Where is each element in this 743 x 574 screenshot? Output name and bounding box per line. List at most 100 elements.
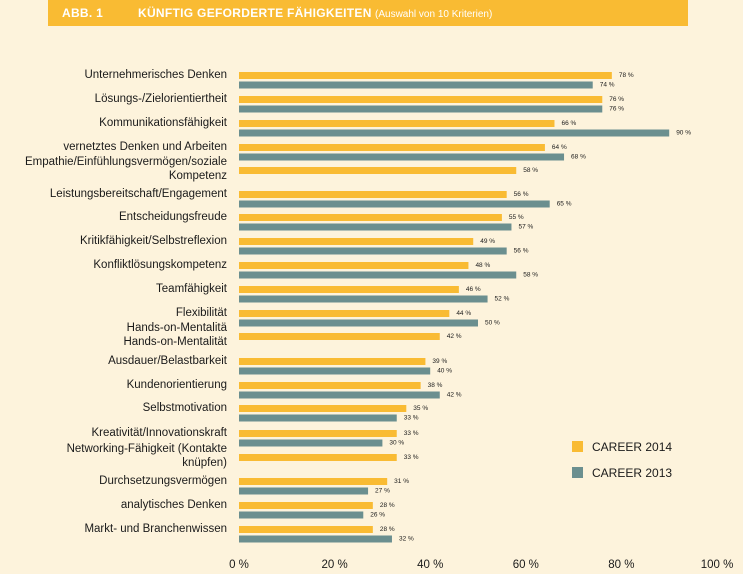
value-label: 42 %	[447, 333, 462, 340]
bar-career-2013	[239, 535, 392, 543]
legend-label: CAREER 2014	[592, 440, 672, 454]
bar-career-2014	[239, 167, 517, 174]
value-label: 78 %	[619, 72, 634, 79]
category-label: Kreativität/Innovationskraft	[91, 427, 227, 439]
value-label: 38 %	[428, 382, 443, 389]
bar-career-2014	[239, 214, 502, 221]
value-label: 48 %	[475, 262, 490, 269]
bar-career-2014	[239, 502, 373, 509]
category-label: Leistungsbereitschaft/Engagement	[50, 188, 228, 200]
value-label: 58 %	[523, 272, 538, 279]
category-label: Teamfähigkeit	[156, 283, 228, 295]
category-label: Unternehmerisches Denken	[84, 69, 227, 81]
bar-career-2014	[239, 526, 373, 533]
bar-career-2013	[239, 200, 550, 208]
bar-career-2014	[239, 358, 426, 365]
bar-career-2014	[239, 72, 612, 79]
value-label: 68 %	[571, 154, 586, 161]
category-label-line: knüpfen)	[182, 457, 227, 469]
value-label: 33 %	[404, 415, 419, 422]
bar-career-2013	[239, 439, 383, 447]
value-label: 57 %	[518, 224, 533, 231]
bar-career-2013	[239, 367, 431, 375]
value-label: 52 %	[495, 296, 510, 303]
bar-career-2014	[239, 454, 397, 461]
category-label-line: Hands-on-Mentalitä	[127, 322, 228, 334]
bar-career-2014	[239, 96, 603, 103]
category-label: analytisches Denken	[121, 499, 227, 511]
bar-career-2014	[239, 382, 421, 389]
category-label: Durchsetzungsvermögen	[99, 475, 227, 487]
bar-career-2013	[239, 105, 603, 113]
category-label: vernetztes Denken und Arbeiten	[63, 141, 227, 153]
value-label: 66 %	[561, 120, 576, 127]
value-label: 76 %	[609, 106, 624, 113]
value-label: 58 %	[523, 167, 538, 174]
value-label: 46 %	[466, 286, 481, 293]
legend-swatch	[572, 441, 583, 452]
value-label: 74 %	[600, 82, 615, 89]
value-label: 56 %	[514, 191, 529, 198]
value-label: 35 %	[413, 405, 428, 412]
legend-label: CAREER 2013	[592, 466, 672, 480]
figure-header-bar	[48, 0, 688, 26]
bar-career-2013	[239, 247, 507, 255]
value-label: 55 %	[509, 214, 524, 221]
x-tick-label: 0 %	[229, 559, 249, 571]
value-label: 33 %	[404, 454, 419, 461]
bar-career-2013	[239, 487, 369, 495]
category-label-line: Kompetenz	[169, 170, 227, 182]
value-label: 42 %	[447, 392, 462, 399]
bar-career-2013	[239, 81, 593, 89]
category-label: Ausdauer/Belastbarkeit	[108, 355, 228, 367]
category-label-line: Empathie/Einfühlungsvermögen/soziale	[25, 156, 227, 168]
bar-career-2013	[239, 414, 397, 422]
bar-career-2014	[239, 310, 450, 317]
value-label: 28 %	[380, 502, 395, 509]
bar-career-2013	[239, 319, 478, 327]
value-label: 32 %	[399, 536, 414, 543]
category-label: Lösungs-/Zielorientiertheit	[95, 93, 228, 105]
value-label: 49 %	[480, 238, 495, 245]
bar-career-2013	[239, 271, 517, 279]
bar-career-2014	[239, 262, 469, 269]
bar-career-2013	[239, 295, 488, 303]
value-label: 39 %	[432, 358, 447, 365]
value-label: 56 %	[514, 248, 529, 255]
value-label: 90 %	[676, 130, 691, 137]
x-tick-label: 80 %	[608, 559, 634, 571]
value-label: 26 %	[370, 512, 385, 519]
bar-career-2013	[239, 511, 364, 519]
figure-number: ABB. 1	[62, 6, 104, 20]
figure-subtitle: (Auswahl von 10 Kriterien)	[375, 9, 493, 20]
category-label: Markt- und Branchenwissen	[84, 523, 227, 535]
x-tick-label: 40 %	[417, 559, 443, 571]
bar-career-2013	[239, 391, 440, 399]
category-label: Empathie/Einfühlungsvermögen/soziale Komp…	[25, 156, 227, 182]
bar-career-2013	[239, 153, 565, 161]
bar-career-2014	[239, 144, 545, 151]
figure-title: KÜNFTIG GEFORDERTE FÄHIGKEITEN	[138, 6, 372, 20]
value-label: 27 %	[375, 488, 390, 495]
category-label: Entscheidungsfreude	[119, 211, 227, 223]
category-label: Kommunikationsfähigkeit	[99, 117, 228, 129]
value-label: 31 %	[394, 478, 409, 485]
bar-career-2014	[239, 333, 440, 340]
category-label: Selbstmotivation	[143, 402, 227, 414]
category-label: Hands-on-Mentalitä Hands-on-Mentalität	[123, 322, 227, 348]
bar-career-2014	[239, 238, 474, 245]
category-label: Kritikfähigkeit/Selbstreflexion	[80, 235, 227, 247]
legend-swatch	[572, 467, 583, 478]
category-label: Kundenorientierung	[127, 379, 227, 391]
category-label: Flexibilität	[176, 307, 228, 319]
x-tick-label: 60 %	[513, 559, 539, 571]
x-tick-label: 20 %	[321, 559, 347, 571]
value-label: 64 %	[552, 144, 567, 151]
category-label: Networking-Fähigkeit (Kontakte knüpfen)	[67, 443, 228, 469]
bar-career-2014	[239, 286, 459, 293]
x-tick-label: 100 %	[701, 559, 734, 571]
bar-career-2013	[239, 129, 670, 137]
value-label: 50 %	[485, 320, 500, 327]
value-label: 44 %	[456, 310, 471, 317]
